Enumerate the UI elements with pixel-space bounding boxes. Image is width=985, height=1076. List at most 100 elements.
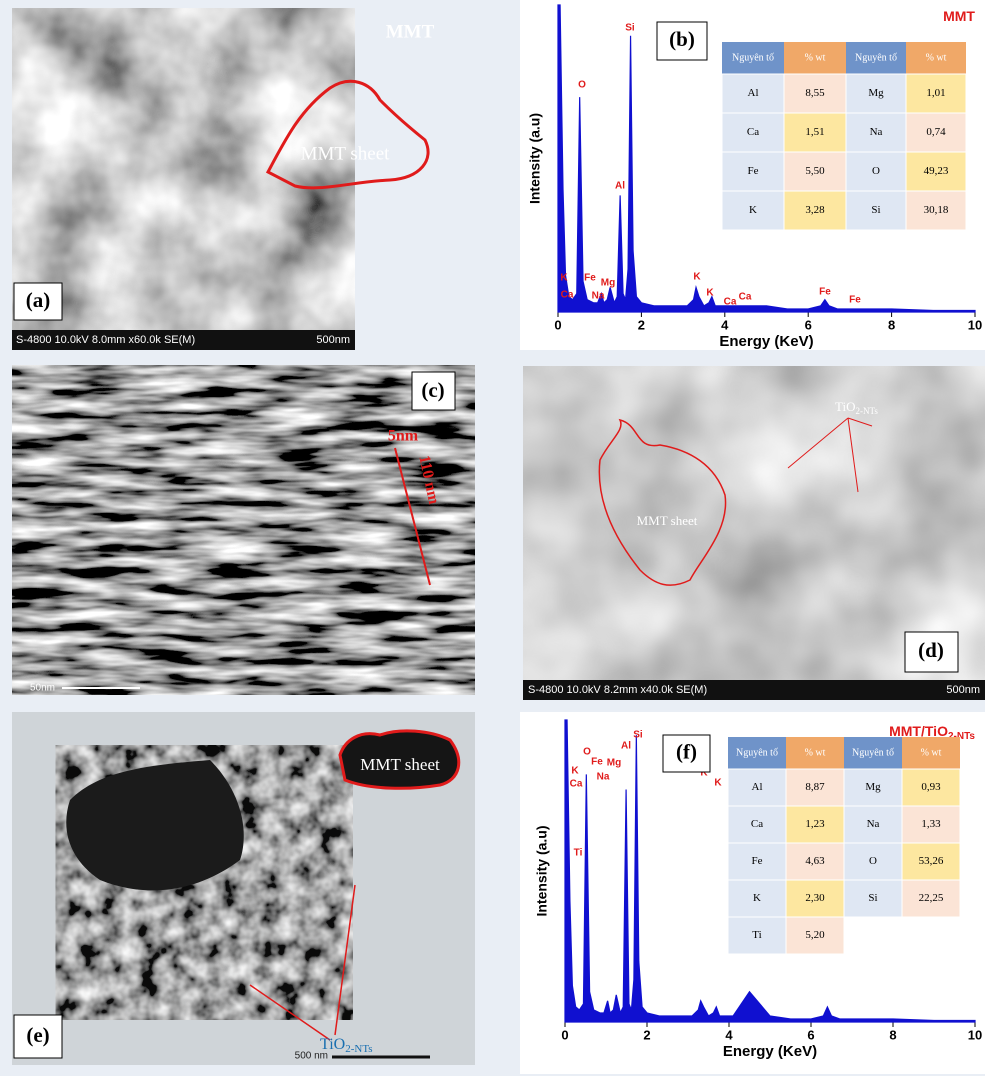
- panel-label: (e): [26, 1023, 49, 1047]
- x-axis-label: Energy (KeV): [719, 333, 813, 350]
- peak-label: K: [714, 778, 722, 789]
- table-text: 1,23: [805, 818, 825, 830]
- peak-label: Ti: [574, 848, 583, 859]
- x-tick-label: 8: [889, 1027, 896, 1042]
- scale-text: 500nm: [316, 334, 350, 346]
- figure: S-4800 10.0kV 8.0mm x60.0k SE(M) 500nm M…: [0, 0, 985, 1076]
- table-text: Na: [870, 126, 883, 138]
- table-text: 1,51: [805, 126, 824, 138]
- table-header: % wt: [805, 52, 826, 63]
- table-text: 0,93: [921, 781, 941, 793]
- page: S-4800 10.0kV 8.0mm x60.0k SE(M) 500nm M…: [0, 0, 985, 1076]
- peak-label: Mg: [601, 278, 615, 289]
- scale-text: 50nm: [30, 683, 55, 694]
- x-tick-label: 10: [968, 1027, 982, 1042]
- outline-label: MMT sheet: [360, 755, 440, 774]
- table-text: 4,63: [805, 855, 825, 867]
- peak-label: Fe: [584, 273, 596, 284]
- table-header: Nguyên tố: [855, 52, 897, 63]
- chart-title: MMT: [943, 8, 975, 24]
- peak-label: Na: [597, 772, 610, 783]
- table-text: Si: [871, 204, 880, 216]
- peak-label: K: [571, 766, 579, 777]
- peak-label: O: [578, 80, 586, 91]
- table-text: K: [753, 892, 761, 904]
- scale-text: 500 nm: [295, 1051, 328, 1062]
- table-text: 30,18: [924, 204, 949, 216]
- table-text: Mg: [865, 781, 881, 793]
- table-text: 49,23: [924, 165, 949, 177]
- peak-label: Al: [621, 741, 631, 752]
- x-tick-label: 0: [554, 317, 561, 332]
- peak-label: K: [693, 272, 701, 283]
- table-text: 22,25: [919, 892, 944, 904]
- panel-label: (d): [918, 638, 944, 662]
- chart-title-main: MMT: [943, 8, 975, 24]
- table-header: % wt: [805, 747, 826, 758]
- x-tick-label: 4: [725, 1027, 733, 1042]
- table-text: O: [869, 855, 877, 867]
- table-text: Fe: [748, 165, 759, 177]
- peak-label: Al: [615, 181, 625, 192]
- outline-label: MMT sheet: [637, 513, 698, 528]
- chart-title-main: MMT/TiO: [889, 723, 948, 739]
- x-tick-label: 2: [638, 317, 645, 332]
- table-text: Ca: [751, 818, 763, 830]
- width-label: 5nm: [388, 428, 419, 445]
- x-tick-label: 8: [888, 317, 895, 332]
- scale-text: 500nm: [946, 684, 980, 696]
- table-text: Fe: [752, 855, 763, 867]
- table-text: 5,20: [805, 929, 825, 941]
- info-text: S-4800 10.0kV 8.2mm x40.0k SE(M): [528, 684, 707, 696]
- panel-label: (b): [669, 27, 695, 51]
- peak-label: Fe: [849, 295, 861, 306]
- sem-image: [12, 8, 355, 350]
- table-text: Ca: [747, 126, 759, 138]
- x-tick-label: 2: [643, 1027, 650, 1042]
- peak-label: Ca: [570, 779, 583, 790]
- panel-label: (c): [421, 378, 444, 402]
- table-text: Al: [748, 87, 759, 99]
- peak-label: Ca: [561, 290, 574, 301]
- peak-label: Ca: [739, 292, 752, 303]
- x-tick-label: 6: [805, 317, 812, 332]
- peak-label: Mg: [607, 758, 621, 769]
- peak-label: Na: [592, 291, 605, 302]
- x-tick-label: 0: [561, 1027, 568, 1042]
- x-tick-label: 6: [807, 1027, 814, 1042]
- outline-label: MMT sheet: [301, 143, 391, 164]
- peak-label: Fe: [819, 287, 831, 298]
- table-text: O: [872, 165, 880, 177]
- panel-label: (a): [26, 288, 51, 312]
- y-axis-label: Intensity (a.u): [527, 113, 543, 204]
- table-text: Na: [867, 818, 880, 830]
- table-text: Mg: [868, 87, 884, 99]
- tem-image: [12, 365, 475, 695]
- table-text: 0,74: [926, 126, 946, 138]
- table-text: 1,33: [921, 818, 941, 830]
- table-text: 1,01: [926, 87, 945, 99]
- table-text: 5,50: [805, 165, 825, 177]
- x-tick-label: 10: [968, 317, 982, 332]
- tube-label-main: TiO: [835, 399, 855, 414]
- x-axis-label: Energy (KeV): [723, 1043, 817, 1060]
- table-header: % wt: [921, 747, 942, 758]
- table-header: Nguyên tố: [732, 52, 774, 63]
- info-text: S-4800 10.0kV 8.0mm x60.0k SE(M): [16, 334, 195, 346]
- table-text: 8,87: [805, 781, 825, 793]
- peak-label: Si: [625, 23, 635, 34]
- table-header: % wt: [926, 52, 947, 63]
- table-text: Ti: [752, 929, 761, 941]
- table-text: K: [749, 204, 757, 216]
- panel-label: (f): [676, 739, 697, 763]
- x-tick-label: 4: [721, 317, 729, 332]
- peak-label: Fe: [591, 757, 603, 768]
- table-text: 3,28: [805, 204, 825, 216]
- peak-label: K: [706, 288, 714, 299]
- peak-label: Si: [633, 730, 643, 741]
- tube-label-sub: 2-NTs: [855, 406, 878, 416]
- tube-label-sub: 2-NTs: [345, 1043, 372, 1055]
- table-text: Si: [868, 892, 877, 904]
- table-text: 53,26: [919, 855, 944, 867]
- peak-label: K: [560, 273, 568, 284]
